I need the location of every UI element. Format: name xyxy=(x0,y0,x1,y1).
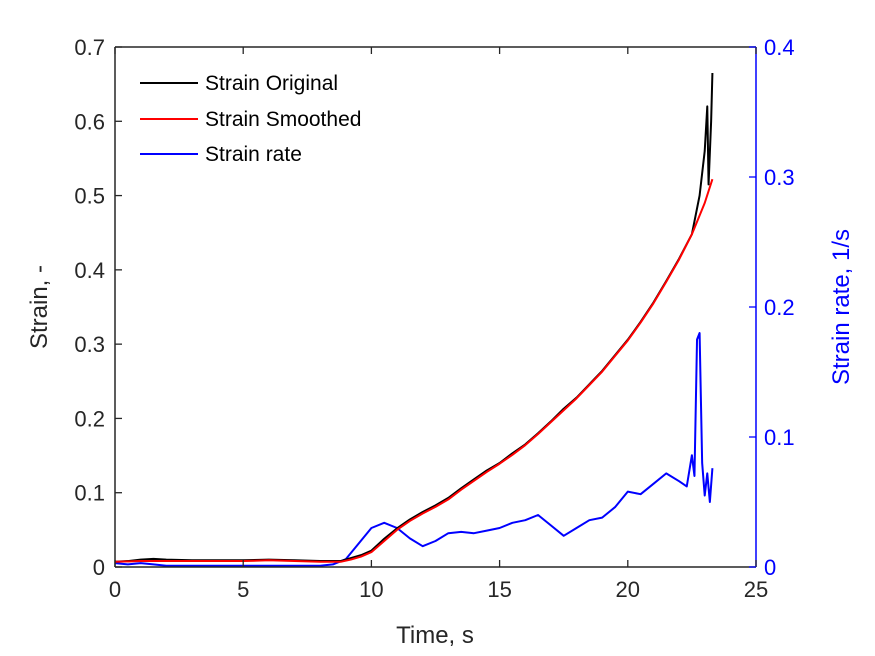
series-line-strain-rate xyxy=(114,332,714,567)
left-y-tick-label: 0.2 xyxy=(74,406,105,431)
legend-label-strain-smoothed: Strain Smoothed xyxy=(205,108,361,131)
left-y-tick-label: 0.6 xyxy=(74,109,105,134)
ticks-layer: 0 5 10 15 20 2500.10.20.30.40.50.60.700.10.20… xyxy=(74,35,794,602)
x-tick-label: 5 xyxy=(237,577,249,602)
x-axis-title: Time, s xyxy=(396,622,474,649)
x-tick-label: 20 xyxy=(616,577,640,602)
left-y-tick-label: 0.3 xyxy=(74,332,105,357)
right-y-tick-label: 0.4 xyxy=(764,35,795,60)
right-y-axis-title: Strain rate, 1/s xyxy=(828,229,855,385)
left-y-tick-label: 0.7 xyxy=(74,35,105,60)
left-y-tick-label: 0.5 xyxy=(74,184,105,209)
left-y-tick-label: 0 xyxy=(93,555,105,580)
left-y-axis-title: Strain, - xyxy=(26,265,53,349)
series-layer xyxy=(114,72,714,567)
left-y-tick-label: 0.4 xyxy=(74,258,105,283)
legend: Strain Original Strain Smoothed Strain r… xyxy=(125,57,415,175)
series-line-strain-smoothed xyxy=(114,178,714,563)
right-y-tick-label: 0.1 xyxy=(764,425,795,450)
right-y-tick-label: 0 xyxy=(764,555,776,580)
legend-label-strain-rate: Strain rate xyxy=(205,143,302,166)
left-y-tick-label: 0.1 xyxy=(74,481,105,506)
legend-label-strain-original: Strain Original xyxy=(205,72,338,95)
legend-box xyxy=(125,57,415,175)
right-y-tick-label: 0.3 xyxy=(764,165,795,190)
right-y-tick-label: 0.2 xyxy=(764,295,795,320)
x-tick-label: 15 xyxy=(487,577,511,602)
x-tick-label: 10 xyxy=(359,577,383,602)
x-tick-label: 25 xyxy=(744,577,768,602)
x-tick-label: 0 xyxy=(109,577,121,602)
